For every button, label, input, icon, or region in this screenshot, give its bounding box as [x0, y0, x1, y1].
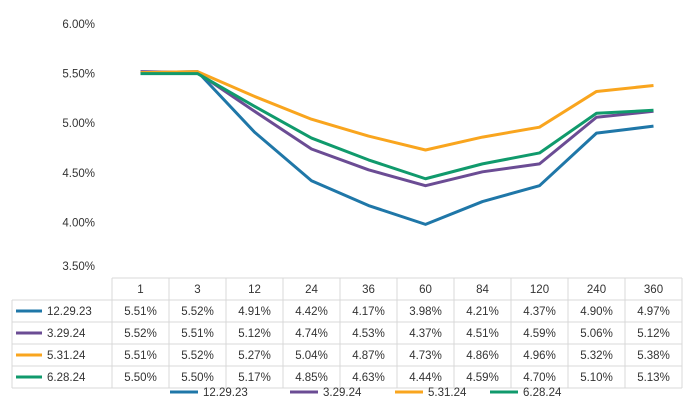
data-label: 5.27%: [238, 350, 271, 362]
data-label: 5.10%: [580, 372, 613, 384]
data-label: 3.98%: [409, 306, 442, 318]
data-label: 4.86%: [466, 350, 499, 362]
data-label: 5.12%: [238, 328, 271, 340]
data-label: 4.85%: [295, 372, 328, 384]
series-line-3.29.24: [140, 70, 654, 188]
y-tick-label: 3.50%: [62, 261, 95, 273]
data-label: 4.21%: [466, 306, 499, 318]
series-line-6.28.24: [140, 72, 654, 181]
x-tick-label: 60: [419, 284, 432, 296]
series-line-12.29.23: [140, 70, 654, 226]
legend-label: 5.31.24: [428, 387, 467, 399]
y-tick-label: 5.00%: [62, 118, 95, 130]
data-label: 4.87%: [352, 350, 385, 362]
y-tick-label: 6.00%: [62, 19, 95, 31]
data-label: 4.59%: [523, 328, 556, 340]
data-label: 4.37%: [409, 328, 442, 340]
x-tick-label: 12: [248, 284, 261, 296]
table-series-name: 5.31.24: [47, 350, 86, 362]
x-tick-label: 240: [587, 284, 606, 296]
data-label: 5.52%: [181, 306, 214, 318]
data-label: 4.44%: [409, 372, 442, 384]
y-tick-label: 4.50%: [62, 168, 95, 180]
data-label: 5.51%: [124, 306, 157, 318]
x-tick-label: 1: [137, 284, 143, 296]
data-label: 4.74%: [295, 328, 328, 340]
series-line-5.31.24: [140, 70, 654, 152]
data-label: 4.70%: [523, 372, 556, 384]
table-series-name: 12.29.23: [47, 306, 92, 318]
y-tick-label: 5.50%: [62, 69, 95, 81]
legend-label: 3.29.24: [323, 387, 362, 399]
table-series-name: 3.29.24: [47, 328, 86, 340]
data-label: 5.17%: [238, 372, 271, 384]
x-tick-label: 84: [476, 284, 489, 296]
legend-label: 6.28.24: [523, 387, 562, 399]
data-label: 5.50%: [124, 372, 157, 384]
data-label: 5.51%: [181, 328, 214, 340]
data-label: 5.12%: [637, 328, 670, 340]
x-tick-label: 360: [644, 284, 663, 296]
data-label: 5.04%: [295, 350, 328, 362]
data-label: 5.52%: [181, 350, 214, 362]
data-label: 4.63%: [352, 372, 385, 384]
data-label: 4.51%: [466, 328, 499, 340]
data-label: 5.13%: [637, 372, 670, 384]
y-tick-label: 4.00%: [62, 217, 95, 229]
x-tick-label: 36: [362, 284, 375, 296]
data-label: 5.51%: [124, 350, 157, 362]
x-tick-label: 120: [530, 284, 549, 296]
x-tick-label: 3: [194, 284, 200, 296]
data-label: 4.17%: [352, 306, 385, 318]
data-label: 4.42%: [295, 306, 328, 318]
data-label: 5.52%: [124, 328, 157, 340]
data-label: 5.50%: [181, 372, 214, 384]
data-label: 4.96%: [523, 350, 556, 362]
data-label: 4.73%: [409, 350, 442, 362]
data-label: 4.37%: [523, 306, 556, 318]
data-label: 4.59%: [466, 372, 499, 384]
data-label: 4.90%: [580, 306, 613, 318]
data-label: 4.97%: [637, 306, 670, 318]
data-label: 4.91%: [238, 306, 271, 318]
x-tick-label: 24: [305, 284, 318, 296]
data-label: 5.06%: [580, 328, 613, 340]
data-label: 5.32%: [580, 350, 613, 362]
legend-label: 12.29.23: [203, 387, 248, 399]
table-series-name: 6.28.24: [47, 372, 86, 384]
data-label: 5.38%: [637, 350, 670, 362]
data-label: 4.53%: [352, 328, 385, 340]
